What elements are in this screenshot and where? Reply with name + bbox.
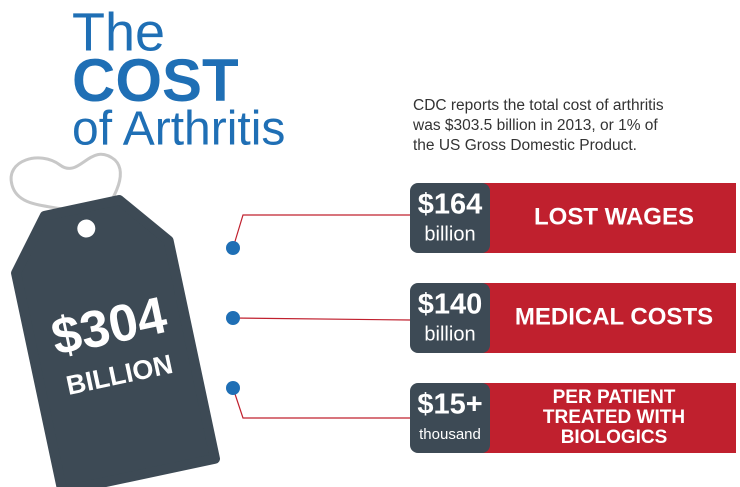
- amount: $164: [418, 189, 483, 221]
- amount: $15+: [417, 389, 482, 421]
- description-line: the US Gross Domestic Product.: [413, 137, 637, 154]
- amount: $140: [418, 289, 483, 321]
- connector: [232, 214, 410, 249]
- amount-box: [410, 383, 490, 453]
- tag-hole: [77, 219, 96, 238]
- connector: [232, 317, 411, 321]
- connector: [232, 387, 410, 419]
- label: LOST WAGES: [534, 203, 694, 230]
- title-line: COST: [72, 47, 239, 114]
- amount-unit: thousand: [419, 426, 481, 443]
- label: BIOLOGICS: [561, 427, 668, 448]
- dot: [226, 241, 240, 255]
- dot: [226, 381, 240, 395]
- tag-body: [11, 195, 220, 487]
- amount-unit: billion: [424, 223, 475, 245]
- amount-box: [410, 283, 490, 353]
- connectors: [232, 214, 411, 419]
- dot: [226, 311, 240, 325]
- amount-unit: billion: [424, 323, 475, 345]
- description-line: CDC reports the total cost of arthritis: [413, 97, 664, 114]
- price-tag: $304 BILLION: [11, 195, 220, 487]
- label: TREATED WITH: [543, 407, 685, 428]
- label-box: [480, 383, 736, 453]
- title-line: of Arthritis: [72, 103, 285, 156]
- title-line: The: [72, 2, 165, 62]
- label: PER PATIENT: [553, 387, 676, 408]
- tag-string: [9, 152, 122, 224]
- label-box: [480, 183, 736, 253]
- label: MEDICAL COSTS: [515, 303, 713, 330]
- description-line: was $303.5 billion in 2013, or 1% of: [412, 117, 658, 134]
- amount-box: [410, 183, 490, 253]
- label-box: [480, 283, 736, 353]
